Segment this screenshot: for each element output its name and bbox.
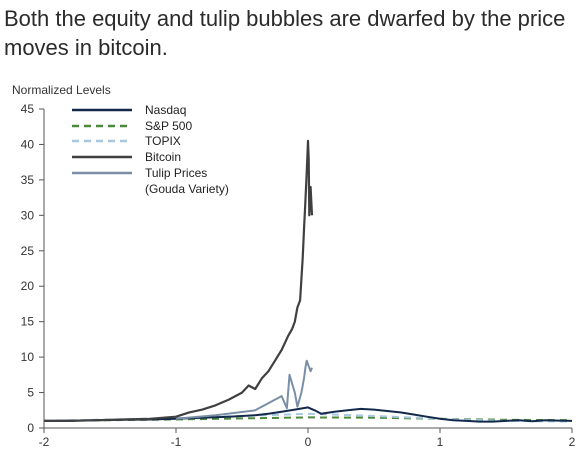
series-line-3 bbox=[44, 139, 314, 422]
x-tick-label: 2 bbox=[569, 435, 576, 449]
chart-headline: Both the equity and tulip bubbles are dw… bbox=[4, 6, 566, 60]
y-tick-label: 5 bbox=[27, 386, 34, 400]
legend-label-1: S&P 500 bbox=[145, 119, 192, 133]
y-tick-label: 30 bbox=[21, 208, 35, 222]
y-tick-label: 0 bbox=[27, 421, 34, 435]
x-tick-label: 0 bbox=[305, 435, 312, 449]
axes: 0 5 10 15 20 25 30 35 40 45 -2 -1 0 1 2 bbox=[21, 102, 576, 449]
legend-label-0: Nasdaq bbox=[145, 103, 186, 117]
y-tick-label: 10 bbox=[21, 350, 35, 364]
y-axis-title: Normalized Levels bbox=[12, 83, 111, 97]
legend-label-3: Bitcoin bbox=[145, 150, 181, 164]
legend-label-2: TOPIX bbox=[145, 134, 181, 148]
y-tick-label: 40 bbox=[21, 137, 35, 151]
series-layer bbox=[43, 139, 573, 423]
legend-label-4: Tulip Prices (Gouda Variety) bbox=[145, 166, 229, 196]
x-tick-label: -1 bbox=[171, 435, 182, 449]
y-tick-label: 20 bbox=[21, 279, 35, 293]
series-line-4 bbox=[175, 359, 313, 420]
y-tick-label: 25 bbox=[21, 244, 35, 258]
x-tick-label: -2 bbox=[39, 435, 50, 449]
y-tick-label: 45 bbox=[21, 102, 35, 116]
x-tick-label: 1 bbox=[437, 435, 444, 449]
y-tick-label: 35 bbox=[21, 173, 35, 187]
y-tick-label: 15 bbox=[21, 315, 35, 329]
